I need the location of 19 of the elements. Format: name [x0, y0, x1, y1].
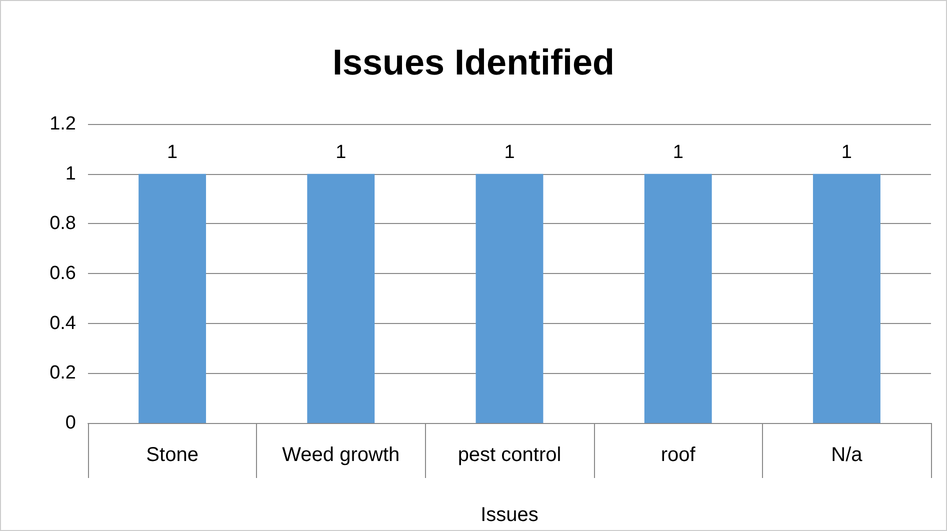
data-label: 1: [336, 142, 346, 163]
y-tick-label: 0.2: [50, 362, 76, 384]
x-tick-label: N/a: [831, 444, 864, 466]
x-tick-label: Weed growth: [282, 444, 400, 466]
data-label: 1: [841, 142, 852, 163]
x-tick-label: pest control: [458, 444, 562, 466]
y-tick-label: 1: [65, 163, 76, 184]
y-tick-label: 1.2: [50, 114, 76, 134]
y-tick-label: 0: [65, 412, 76, 434]
data-label: 1: [167, 142, 178, 163]
x-tick-label: Stone: [146, 444, 198, 466]
chart-title: Issues Identified: [332, 42, 615, 82]
data-label: 1: [504, 142, 515, 163]
y-tick-label: 0.6: [50, 263, 76, 284]
y-tick-label: 0.8: [50, 213, 76, 234]
data-label: 1: [672, 142, 684, 163]
x-tick-label: roof: [660, 444, 696, 466]
x-axis-title: Issues: [480, 504, 538, 526]
y-tick-label: 0.4: [50, 312, 76, 334]
